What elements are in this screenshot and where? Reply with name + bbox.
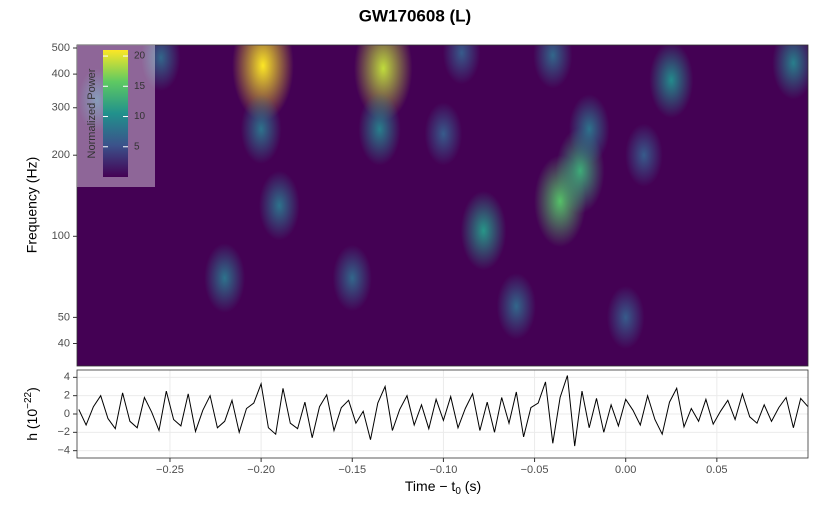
- x-tick-label: −0.25: [156, 464, 184, 476]
- y-axis-label: Frequency (Hz): [24, 157, 40, 253]
- x-tick-label: −0.10: [429, 464, 457, 476]
- label-sup: −22: [23, 391, 34, 408]
- spectrogram: [78, 45, 808, 349]
- y-tick-label: 100: [52, 230, 70, 242]
- y-tick-label: 500: [52, 42, 70, 54]
- y-tick-label: 200: [52, 149, 70, 161]
- y-tick-label: 2: [64, 390, 70, 402]
- hotspot: [625, 123, 663, 187]
- panel-border: [76, 369, 809, 459]
- x-tick-label: 0.05: [706, 464, 727, 476]
- hotspot: [258, 170, 300, 241]
- strain-line: [78, 375, 809, 447]
- y-tick-label: 0: [64, 408, 70, 420]
- hotspot: [332, 244, 372, 312]
- y-axis-label: h (10−22): [23, 387, 40, 441]
- label-sub: 0: [455, 486, 461, 497]
- hotspot: [568, 94, 610, 164]
- x-tick-label: −0.20: [247, 464, 275, 476]
- hotspot: [649, 45, 694, 119]
- label-text: h (10: [24, 409, 40, 441]
- colorbar-tick-label: 5: [134, 141, 140, 152]
- hotspot: [204, 243, 246, 313]
- hotspot: [606, 285, 645, 349]
- hotspot: [460, 190, 507, 271]
- x-tick-label: −0.05: [521, 464, 549, 476]
- panel-border: [76, 44, 809, 367]
- x-axis-label: Time − t0 (s): [405, 478, 481, 497]
- colorbar-tick-label: 20: [134, 51, 146, 62]
- colorbar: [103, 50, 128, 177]
- hotspot: [772, 45, 808, 100]
- y-tick-label: −2: [57, 426, 70, 438]
- spectrogram-background: [77, 45, 808, 366]
- hotspot: [240, 94, 282, 164]
- hotspot: [442, 45, 481, 85]
- colorbar-label: Normalized Power: [86, 68, 98, 158]
- hotspot: [424, 102, 463, 166]
- x-tick-label: −0.15: [338, 464, 366, 476]
- y-tick-label: 300: [52, 102, 70, 114]
- label-text: Time − t: [405, 478, 456, 494]
- x-tick-label: 0.00: [615, 464, 636, 476]
- chart-title: GW170608 (L): [359, 6, 471, 25]
- label-text: ): [24, 387, 40, 392]
- hotspot: [533, 45, 573, 89]
- hotspot: [141, 45, 181, 91]
- hotspot: [496, 273, 536, 340]
- y-tick-label: 4: [64, 371, 70, 383]
- y-tick-label: 40: [58, 337, 70, 349]
- y-tick-label: 50: [58, 311, 70, 323]
- colorbar-tick-label: 10: [134, 111, 146, 122]
- label-text: (s): [461, 478, 481, 494]
- hotspot: [358, 92, 401, 166]
- y-tick-label: 400: [52, 68, 70, 80]
- hotspot: [232, 45, 294, 122]
- colorbar-tick-label: 15: [134, 81, 146, 92]
- y-tick-label: −4: [57, 445, 70, 457]
